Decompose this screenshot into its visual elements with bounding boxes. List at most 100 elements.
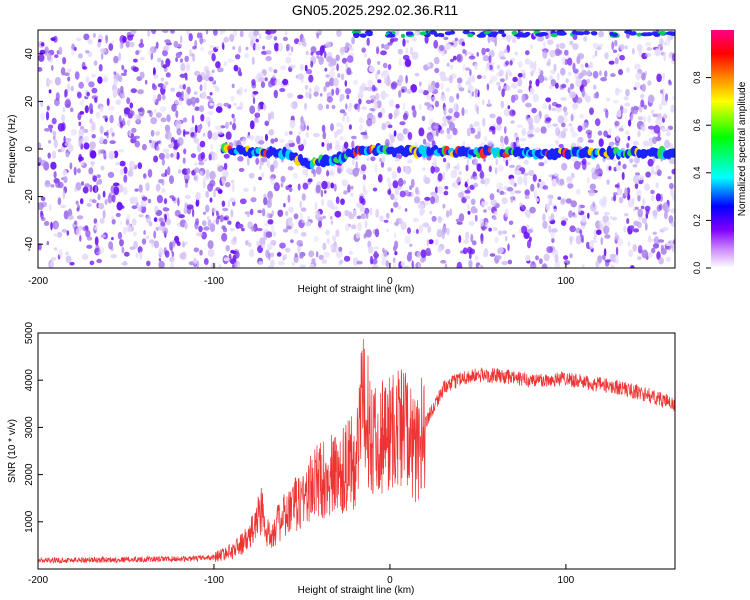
spectral-point	[430, 196, 436, 205]
spectral-point	[159, 106, 167, 112]
spectral-point	[529, 60, 533, 70]
spectral-point	[198, 225, 203, 233]
spectral-point	[588, 189, 595, 197]
spectral-point	[641, 72, 646, 81]
spectral-point	[141, 238, 147, 245]
spectral-point	[581, 237, 584, 243]
spectral-point	[65, 103, 71, 108]
spectral-point	[137, 162, 143, 170]
spectral-point	[659, 203, 663, 211]
spectral-point	[572, 43, 579, 50]
spectral-point	[140, 199, 147, 207]
spectral-point	[267, 243, 273, 251]
spectral-point	[373, 250, 378, 260]
spectral-point	[290, 46, 294, 53]
spectral-point	[611, 41, 615, 51]
spectral-point	[380, 72, 384, 79]
spectral-point	[427, 125, 432, 131]
spectral-point	[79, 126, 85, 130]
spectral-point	[472, 158, 478, 166]
spectral-point	[498, 69, 504, 77]
spectral-point	[443, 157, 447, 163]
spectral-point	[391, 170, 397, 180]
spectral-point	[531, 107, 537, 114]
spectral-point	[255, 157, 260, 165]
spectral-point	[350, 185, 354, 190]
spectral-point	[65, 137, 72, 143]
spectral-point	[556, 43, 559, 50]
spectral-point	[322, 215, 326, 219]
spectral-point	[604, 52, 609, 60]
spectral-point	[194, 70, 201, 76]
spectral-point	[98, 202, 105, 210]
spectral-point	[369, 207, 373, 216]
spectral-point	[586, 177, 590, 184]
spectral-point	[535, 78, 540, 87]
spectral-point	[138, 42, 145, 48]
spectral-point	[631, 47, 635, 55]
spectral-point	[464, 189, 471, 194]
spectral-point	[175, 57, 179, 63]
spectral-point	[610, 264, 615, 268]
spectral-point	[194, 162, 198, 166]
spectral-point	[558, 144, 564, 148]
spectral-point	[99, 125, 104, 134]
spectral-point	[331, 88, 335, 96]
spectral-point	[160, 77, 165, 82]
spectral-point	[533, 190, 538, 200]
spectral-point	[634, 81, 641, 89]
spectral-point	[70, 128, 78, 136]
spectral-point	[528, 133, 535, 138]
spectral-point	[443, 190, 449, 196]
spectral-point	[505, 60, 509, 66]
snr-series	[38, 338, 675, 565]
spectral-point	[487, 206, 492, 211]
spectral-point	[416, 228, 419, 234]
spectral-point	[612, 49, 618, 53]
spectral-point	[511, 38, 517, 44]
spectral-point	[362, 133, 369, 140]
spectral-point	[503, 108, 510, 117]
spectral-point	[494, 167, 498, 175]
spectral-point	[209, 179, 216, 187]
spectral-point	[53, 233, 59, 237]
spectral-point	[394, 251, 398, 256]
y-tick-label: 3000	[24, 416, 35, 439]
spectral-point	[329, 142, 333, 150]
spectral-point	[296, 135, 301, 145]
spectral-point	[180, 35, 183, 44]
spectral-point	[368, 66, 375, 73]
spectral-point	[403, 128, 409, 135]
spectral-point	[83, 33, 90, 41]
spectral-point	[618, 196, 624, 204]
spectral-point	[186, 98, 193, 106]
spectral-point	[257, 209, 263, 214]
spectral-point	[600, 77, 607, 82]
spectral-point	[209, 170, 216, 180]
spectral-point	[266, 160, 271, 168]
spectral-point	[537, 74, 545, 84]
spectral-point	[217, 165, 224, 172]
spectral-point	[75, 200, 79, 205]
spectral-point	[592, 201, 595, 208]
spectral-point	[100, 165, 105, 171]
spectral-point	[147, 110, 152, 114]
spectral-point	[235, 54, 241, 60]
colorbar-tick-label: 0.2	[692, 214, 702, 227]
spectral-point	[130, 136, 137, 144]
spectral-point	[171, 141, 174, 148]
spectral-point	[186, 30, 190, 36]
spectral-point	[525, 50, 530, 56]
spectral-point	[608, 128, 612, 136]
spectral-point	[103, 138, 108, 145]
spectral-point	[443, 106, 447, 116]
spectral-point	[533, 114, 541, 124]
spectral-point	[621, 172, 625, 180]
spectral-point	[158, 152, 165, 160]
spectral-point	[561, 83, 567, 89]
spectral-point	[505, 159, 509, 167]
spectral-point	[329, 168, 335, 177]
chart-title: GN05.2025.292.02.36.R11	[291, 2, 459, 18]
spectral-point	[113, 182, 120, 187]
